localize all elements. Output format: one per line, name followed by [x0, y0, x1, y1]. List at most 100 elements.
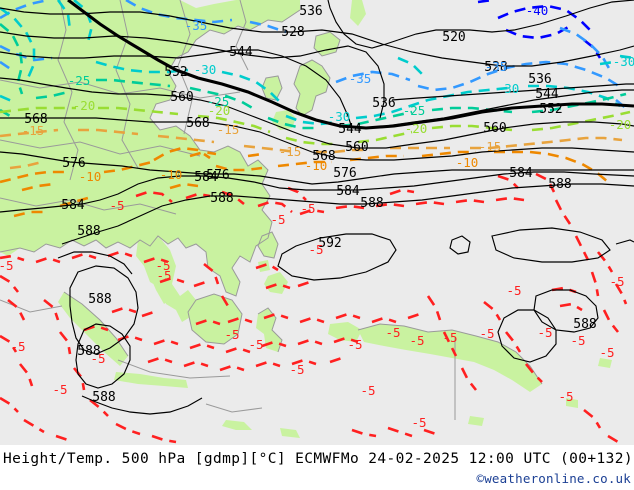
contour-label: 588	[77, 224, 100, 239]
contour-label: 552	[164, 65, 187, 80]
svg-text:584: 584	[336, 184, 360, 199]
contour-label: -30	[497, 81, 520, 96]
contour-label: 528	[484, 60, 507, 75]
land-japan	[294, 60, 330, 116]
map-panel[interactable]: 520 528 528 536 536 536 544 544 544 552 552 560 560 5…	[0, 0, 634, 445]
svg-text:-20: -20	[73, 98, 96, 113]
contour-536	[0, 31, 385, 119]
svg-text:-35: -35	[349, 71, 372, 86]
contour-label: 584	[336, 184, 360, 199]
svg-text:-10: -10	[79, 169, 102, 184]
contour-label: -20	[208, 103, 231, 118]
land-borneo	[188, 294, 242, 344]
contour-520	[397, 0, 634, 41]
contour-label: 576	[206, 168, 229, 183]
svg-text:560: 560	[345, 140, 368, 155]
land-solomon-2	[280, 428, 300, 438]
contour-label: 536	[372, 96, 395, 111]
svg-text:-35: -35	[185, 18, 208, 33]
svg-text:568: 568	[312, 149, 335, 164]
contour-568	[0, 117, 634, 161]
contour-label: 568	[24, 112, 47, 127]
contour-588	[61, 183, 634, 245]
contour-588-cell-sumatra	[69, 265, 139, 355]
svg-text:588: 588	[210, 191, 233, 206]
contour-label: -5	[300, 201, 315, 216]
isotherm-minus15	[0, 128, 623, 170]
contour-label: -5	[10, 339, 25, 354]
svg-text:584: 584	[194, 170, 218, 185]
svg-text:-5: -5	[90, 351, 105, 366]
svg-text:-30: -30	[328, 109, 351, 124]
contour-label: -15	[22, 123, 45, 138]
svg-text:-30: -30	[194, 62, 217, 77]
svg-text:520: 520	[442, 30, 465, 45]
svg-text:-5: -5	[224, 327, 239, 342]
svg-text:588: 588	[92, 390, 115, 405]
contour-label: -20	[405, 121, 428, 136]
contour-588-cell-java	[81, 395, 203, 415]
contour-label: -5	[409, 333, 424, 348]
contour-label: -20	[609, 117, 632, 132]
svg-text:-10: -10	[456, 155, 479, 170]
contour-label: -5	[599, 345, 614, 360]
svg-text:-5: -5	[308, 242, 323, 257]
contour-label: -5	[558, 389, 573, 404]
isotherm-minus10	[0, 146, 609, 218]
contour-552-bold	[67, 0, 634, 130]
svg-text:-40: -40	[526, 3, 549, 18]
contour-label: -5	[155, 258, 170, 273]
contour-label: -5	[537, 325, 552, 340]
contour-label: -5	[360, 383, 375, 398]
contour-592-cell	[277, 233, 397, 281]
contour-label: 588	[88, 292, 111, 307]
svg-text:-25: -25	[207, 94, 230, 109]
contour-label: -10	[305, 158, 328, 173]
land-new-guinea-tail	[328, 322, 362, 342]
svg-text:536: 536	[299, 4, 322, 19]
contour-label: -5	[609, 274, 624, 289]
svg-text:588: 588	[360, 196, 383, 211]
svg-text:-5: -5	[479, 326, 494, 341]
svg-text:-20: -20	[208, 103, 231, 118]
svg-text:568: 568	[24, 112, 47, 127]
svg-text:-5: -5	[0, 258, 14, 273]
svg-text:576: 576	[333, 166, 356, 181]
contour-label: 592	[318, 236, 341, 251]
contour-label: 536	[528, 72, 551, 87]
svg-text:588: 588	[77, 344, 100, 359]
contour-label: -25	[207, 94, 230, 109]
svg-text:588: 588	[88, 292, 111, 307]
contour-label: 544	[535, 87, 559, 102]
svg-text:528: 528	[484, 60, 507, 75]
contour-label: 560	[170, 90, 193, 105]
height-labels-group: 5205285285365365365445445445525525605605…	[24, 4, 596, 405]
svg-text:-30: -30	[613, 54, 634, 69]
land-indochina	[136, 232, 196, 322]
contour-588-cell-malay	[57, 251, 133, 275]
svg-text:-5: -5	[289, 362, 304, 377]
svg-text:592: 592	[318, 236, 341, 251]
contour-592-cell-east	[491, 227, 611, 263]
svg-text:-30: -30	[497, 81, 520, 96]
contour-label: 520	[442, 30, 465, 45]
contour-label: -30	[194, 62, 217, 77]
contour-label: -5	[289, 362, 304, 377]
isotherm-minus35	[0, 0, 629, 111]
contour-label: 588	[210, 191, 233, 206]
contour-label: 544	[229, 45, 253, 60]
contour-label: -5	[224, 327, 239, 342]
svg-text:544: 544	[229, 45, 253, 60]
land-korea	[262, 76, 282, 100]
svg-text:-5: -5	[385, 325, 400, 340]
svg-text:584: 584	[509, 166, 533, 181]
contour-label: 588	[360, 196, 383, 211]
contour-label: -5	[308, 242, 323, 257]
svg-text:-5: -5	[570, 333, 585, 348]
contour-528	[0, 7, 634, 67]
svg-text:-5: -5	[248, 337, 263, 352]
contour-label: -5	[479, 326, 494, 341]
weather-map[interactable]: 5205285285365365365445445445525525605605…	[0, 0, 634, 445]
svg-text:528: 528	[281, 25, 304, 40]
